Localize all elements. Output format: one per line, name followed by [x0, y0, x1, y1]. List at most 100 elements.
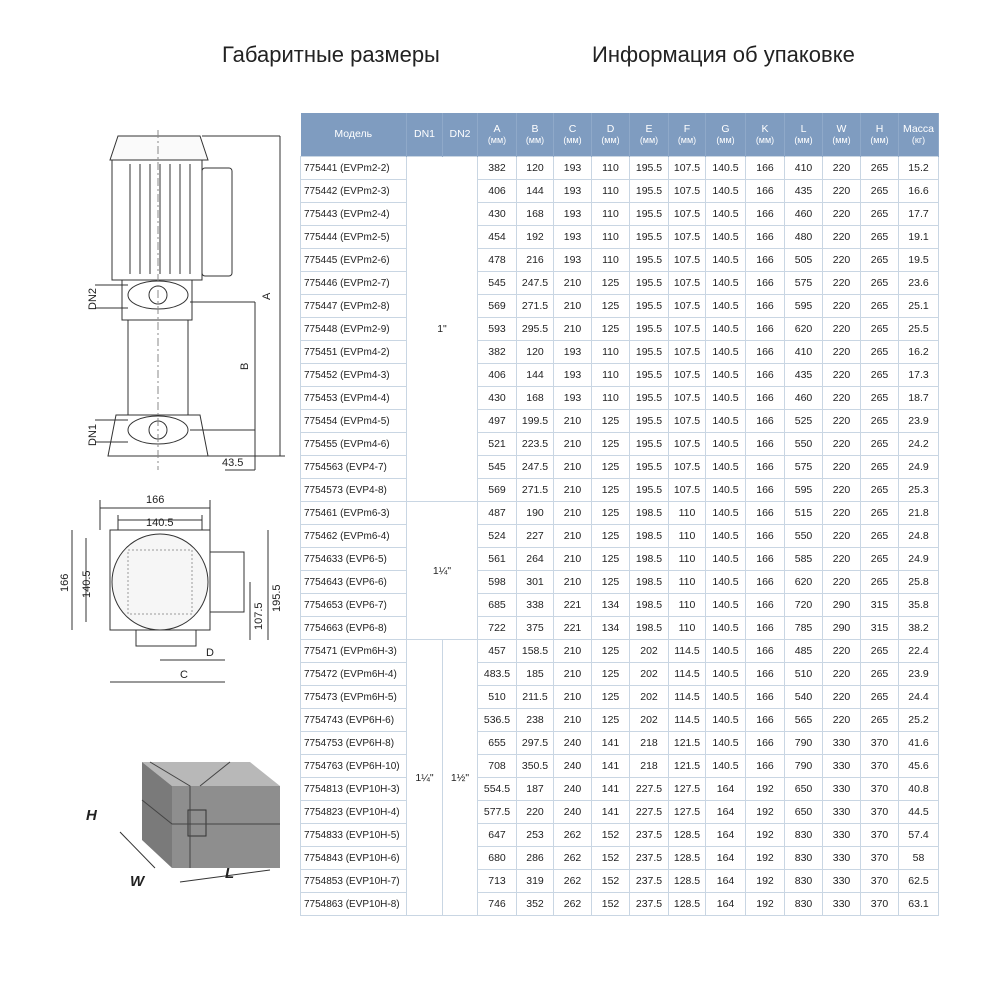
value-cell: 107.5	[668, 179, 706, 203]
value-cell: 110	[591, 340, 630, 364]
value-cell: 140.5	[705, 708, 746, 732]
value-cell: 410	[784, 340, 823, 364]
value-cell: 140.5	[705, 547, 746, 571]
value-cell: 265	[860, 179, 899, 203]
value-cell: 140.5	[705, 524, 746, 548]
value-cell: 510	[784, 662, 823, 686]
table-row: 775454 (EVPm4-5) 497 199.5 210 125 195.5 107.5…	[300, 409, 939, 433]
value-cell: 220	[822, 248, 861, 272]
value-cell: 166	[745, 202, 785, 226]
value-cell: 125	[591, 708, 630, 732]
value-cell: 505	[784, 248, 823, 272]
value-cell: 577.5	[477, 800, 517, 824]
box-height-label: H	[86, 807, 98, 824]
model-cell: 775446 (EVPm2-7)	[300, 271, 407, 295]
value-cell: 370	[860, 800, 899, 824]
value-cell: 166	[745, 179, 785, 203]
value-cell: 193	[553, 202, 592, 226]
offset-label: 43.5	[222, 457, 243, 469]
value-cell: 265	[860, 685, 899, 709]
value-cell: 140.5	[705, 501, 746, 525]
model-cell: 7754663 (EVP6-8)	[300, 616, 407, 640]
value-cell: 19.1	[898, 225, 939, 249]
value-cell: 128.5	[668, 892, 706, 916]
value-cell: 210	[553, 271, 592, 295]
column-header: C (мм)	[553, 113, 592, 157]
packaging-title: Информация об упаковке	[592, 42, 855, 67]
value-cell: 140.5	[705, 432, 746, 456]
value-cell: 220	[822, 294, 861, 318]
value-cell: 140.5	[705, 202, 746, 226]
value-cell: 253	[516, 823, 554, 847]
pump-side-view-drawing: DN2 DN1 A B 43.5	[87, 130, 285, 471]
value-cell: 454	[477, 225, 517, 249]
column-header: G (мм)	[705, 113, 746, 157]
value-cell: 195.5	[629, 478, 669, 502]
value-cell: 247.5	[516, 271, 554, 295]
value-cell: 166	[745, 294, 785, 318]
value-cell: 830	[784, 892, 823, 916]
value-cell: 265	[860, 455, 899, 479]
dim-a-label: A	[261, 292, 273, 300]
value-cell: 569	[477, 294, 517, 318]
value-cell: 406	[477, 363, 517, 387]
value-cell: 554.5	[477, 777, 517, 801]
model-cell: 7754743 (EVP6H-6)	[300, 708, 407, 732]
value-cell: 478	[477, 248, 517, 272]
value-cell: 237.5	[629, 869, 669, 893]
column-header-unit: (мм)	[716, 135, 735, 146]
column-header: K (мм)	[745, 113, 785, 157]
value-cell: 240	[553, 777, 592, 801]
value-cell: 192	[745, 800, 785, 824]
value-cell: 370	[860, 892, 899, 916]
table-row: 775455 (EVPm4-6) 521 223.5 210 125 195.5 107.5…	[300, 432, 939, 456]
value-cell: 220	[822, 225, 861, 249]
value-cell: 223.5	[516, 432, 554, 456]
dn1-cell: 1¼"	[406, 639, 443, 916]
value-cell: 370	[860, 754, 899, 778]
model-cell: 775441 (EVPm2-2)	[300, 156, 407, 180]
value-cell: 435	[784, 363, 823, 387]
value-cell: 220	[822, 662, 861, 686]
value-cell: 140.5	[705, 271, 746, 295]
column-header-unit: (мм)	[563, 135, 582, 146]
value-cell: 24.4	[898, 685, 939, 709]
value-cell: 265	[860, 478, 899, 502]
value-cell: 227.5	[629, 800, 669, 824]
table-row: 775452 (EVPm4-3) 406 144 193 110 195.5 107.5 14…	[300, 363, 939, 387]
column-header-label: Масса	[902, 123, 935, 136]
value-cell: 620	[784, 317, 823, 341]
table-row: 7754853 (EVP10H-7) 713 319 262 152 237.5 128.5…	[300, 869, 939, 893]
value-cell: 166	[745, 340, 785, 364]
value-cell: 110	[668, 593, 706, 617]
value-cell: 221	[553, 616, 592, 640]
value-cell: 210	[553, 317, 592, 341]
value-cell: 166	[745, 754, 785, 778]
value-cell: 57.4	[898, 823, 939, 847]
value-cell: 195.5	[629, 225, 669, 249]
value-cell: 166	[745, 708, 785, 732]
value-cell: 585	[784, 547, 823, 571]
value-cell: 410	[784, 156, 823, 180]
table-row: 7754643 (EVP6-6) 598 301 210 125 198.5 110 140.…	[300, 570, 939, 594]
value-cell: 21.8	[898, 501, 939, 525]
value-cell: 550	[784, 432, 823, 456]
model-cell: 7754813 (EVP10H-3)	[300, 777, 407, 801]
value-cell: 227.5	[629, 777, 669, 801]
value-cell: 107.5	[668, 478, 706, 502]
value-cell: 141	[591, 777, 630, 801]
column-header-unit: (мм)	[794, 135, 813, 146]
value-cell: 521	[477, 432, 517, 456]
value-cell: 152	[591, 869, 630, 893]
column-header-label: A	[493, 123, 501, 136]
table-row: 775462 (EVPm6-4) 524 227 210 125 198.5 110 140.…	[300, 524, 939, 548]
value-cell: 301	[516, 570, 554, 594]
value-cell: 58	[898, 846, 939, 870]
value-cell: 158.5	[516, 639, 554, 663]
value-cell: 166	[745, 455, 785, 479]
value-cell: 114.5	[668, 708, 706, 732]
value-cell: 140.5	[705, 685, 746, 709]
value-cell: 220	[822, 432, 861, 456]
value-cell: 330	[822, 892, 861, 916]
model-cell: 7754633 (EVP6-5)	[300, 547, 407, 571]
